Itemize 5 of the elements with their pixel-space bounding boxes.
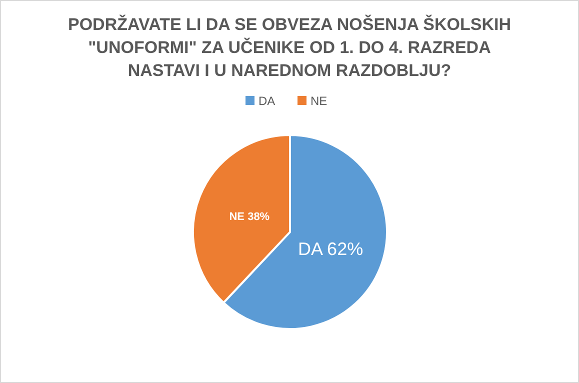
legend-label: NE <box>310 94 328 108</box>
data-label: NE 38% <box>229 210 270 223</box>
chart-title: PODRŽAVATE LI DA SE OBVEZA NOŠENJA ŠKOLSKIH "UNOFORMI" ZA UČENIKE OD 1. DO 4. RAZREDA NASTAVI I U NAREDNOM RAZDOBLJU? <box>68 14 511 80</box>
legend-label: DA <box>258 94 276 108</box>
data-label: DA 62% <box>298 239 364 260</box>
